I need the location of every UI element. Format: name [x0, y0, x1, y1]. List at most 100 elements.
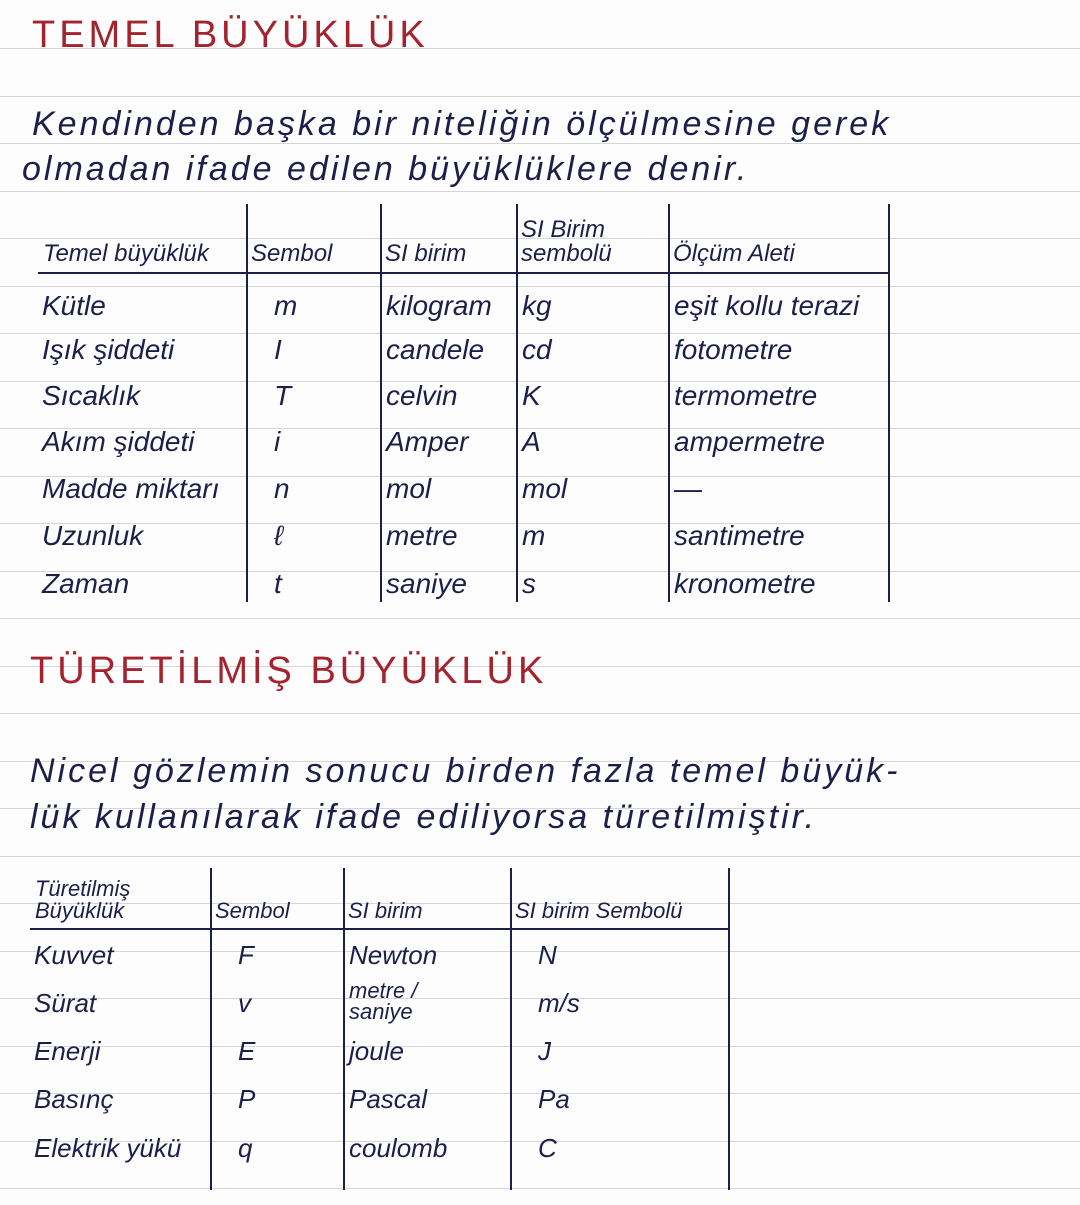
table-cell: Elektrik yükü [34, 1133, 182, 1163]
table-cell: Işık şiddeti [42, 334, 175, 365]
column-header: Sembol [215, 876, 338, 922]
column-header-text: Sembol [251, 240, 333, 267]
table-cell: Kuvvet [34, 940, 114, 970]
table-cell: m/s [538, 988, 580, 1018]
table-cell: metre / saniye [349, 978, 418, 1024]
ruled-line [0, 381, 1080, 382]
table-cell: s [522, 568, 536, 599]
table-cell: termometre [674, 380, 818, 411]
ruled-line [0, 523, 1080, 524]
table-cell: Pascal [349, 1084, 428, 1114]
ruled-line [0, 238, 1080, 239]
table-cell: mol [522, 473, 568, 504]
table-cell: v [238, 988, 251, 1018]
table-cell: m [522, 520, 546, 551]
column-header: SI birim Sembolü [515, 876, 723, 922]
column-divider [343, 868, 345, 1190]
table-cell: joule [349, 1036, 404, 1066]
table-cell: N [538, 940, 557, 970]
table-cell: ampermetre [674, 426, 825, 457]
table-cell: F [238, 940, 254, 970]
ruled-line [0, 808, 1080, 809]
ruled-line [0, 476, 1080, 477]
column-header: Temel büyüklük [43, 216, 241, 266]
ruled-line [0, 143, 1080, 144]
table-cell: ℓ [274, 520, 284, 551]
column-divider [516, 204, 518, 602]
table-cell: fotometre [674, 334, 793, 365]
table-cell: Kütle [42, 290, 106, 321]
column-divider [380, 204, 382, 602]
table-cell: cd [522, 334, 552, 365]
ruled-line [0, 571, 1080, 572]
ruled-line [0, 1188, 1080, 1189]
ruled-line [0, 191, 1080, 192]
ruled-line [0, 713, 1080, 714]
ruled-line [0, 903, 1080, 904]
ruled-line [0, 856, 1080, 857]
table-cell: K [522, 380, 541, 411]
table-cell: — [674, 473, 702, 504]
table-cell: Basınç [34, 1084, 114, 1114]
section-title-temel: TEMEL BÜYÜKLÜK [32, 14, 429, 56]
header-underline [38, 272, 888, 274]
table-cell: coulomb [349, 1133, 448, 1163]
table-cell: celvin [386, 380, 458, 411]
table-cell: santimetre [674, 520, 805, 551]
table-cell: C [538, 1133, 557, 1163]
table-cell: A [522, 426, 541, 457]
table-cell: I [274, 334, 282, 365]
column-header-text: SI Birim sembolü [521, 216, 612, 267]
ruled-line [0, 666, 1080, 667]
column-header: Ölçüm Aleti [673, 216, 883, 266]
ruled-line [0, 761, 1080, 762]
table-cell: saniye [386, 568, 467, 599]
ruled-line [0, 998, 1080, 999]
column-header: Sembol [251, 216, 375, 266]
column-header: SI birim [348, 876, 505, 922]
ruled-line [0, 618, 1080, 619]
table-cell: kronometre [674, 568, 816, 599]
header-underline [30, 928, 728, 930]
table-cell: eşit kollu terazi [674, 290, 860, 321]
table-cell: J [538, 1036, 551, 1066]
column-header-text: Sembol [215, 898, 290, 923]
column-divider [246, 204, 248, 602]
table-cell: T [274, 380, 292, 411]
table-cell: t [274, 568, 282, 599]
table-cell: Sıcaklık [42, 380, 141, 411]
column-header-text: Ölçüm Aleti [673, 240, 795, 267]
table-cell: mol [386, 473, 432, 504]
ruled-line [0, 1141, 1080, 1142]
column-divider [728, 868, 730, 1190]
definition-line-1: Kendinden başka bir niteliğin ölçülmesin… [32, 105, 892, 143]
column-header: SI Birim sembolü [521, 216, 663, 266]
column-header-text: SI birim [385, 240, 467, 267]
column-header-text: Temel büyüklük [43, 240, 209, 267]
column-header: Türetilmiş Büyüklük [35, 876, 205, 922]
column-header-text: SI birim Sembolü [515, 898, 683, 923]
table-cell: Amper [386, 426, 469, 457]
table-cell: Newton [349, 940, 438, 970]
table-cell: m [274, 290, 298, 321]
definition-line-2: olmadan ifade edilen büyüklüklere denir. [22, 150, 750, 188]
table-cell: i [274, 426, 281, 457]
table-cell: Madde miktarı [42, 473, 220, 504]
table-cell: q [238, 1133, 253, 1163]
table-cell: kg [522, 290, 552, 321]
column-divider [668, 204, 670, 602]
column-header: SI birim [385, 216, 511, 266]
column-header-text: Türetilmiş Büyüklük [35, 876, 131, 923]
table-cell: Akım şiddeti [42, 426, 195, 457]
table-cell: Zaman [42, 568, 130, 599]
column-header-text: SI birim [348, 898, 423, 923]
ruled-line [0, 1046, 1080, 1047]
definition-line-3: Nicel gözlemin sonucu birden fazla temel… [30, 752, 901, 790]
definition-line-4: lük kullanılarak ifade ediliyorsa türeti… [30, 798, 818, 836]
table-cell: Pa [538, 1084, 570, 1114]
ruled-line [0, 428, 1080, 429]
ruled-line [0, 333, 1080, 334]
table-cell: E [238, 1036, 256, 1066]
table-cell: kilogram [386, 290, 492, 321]
table-cell: candele [386, 334, 485, 365]
